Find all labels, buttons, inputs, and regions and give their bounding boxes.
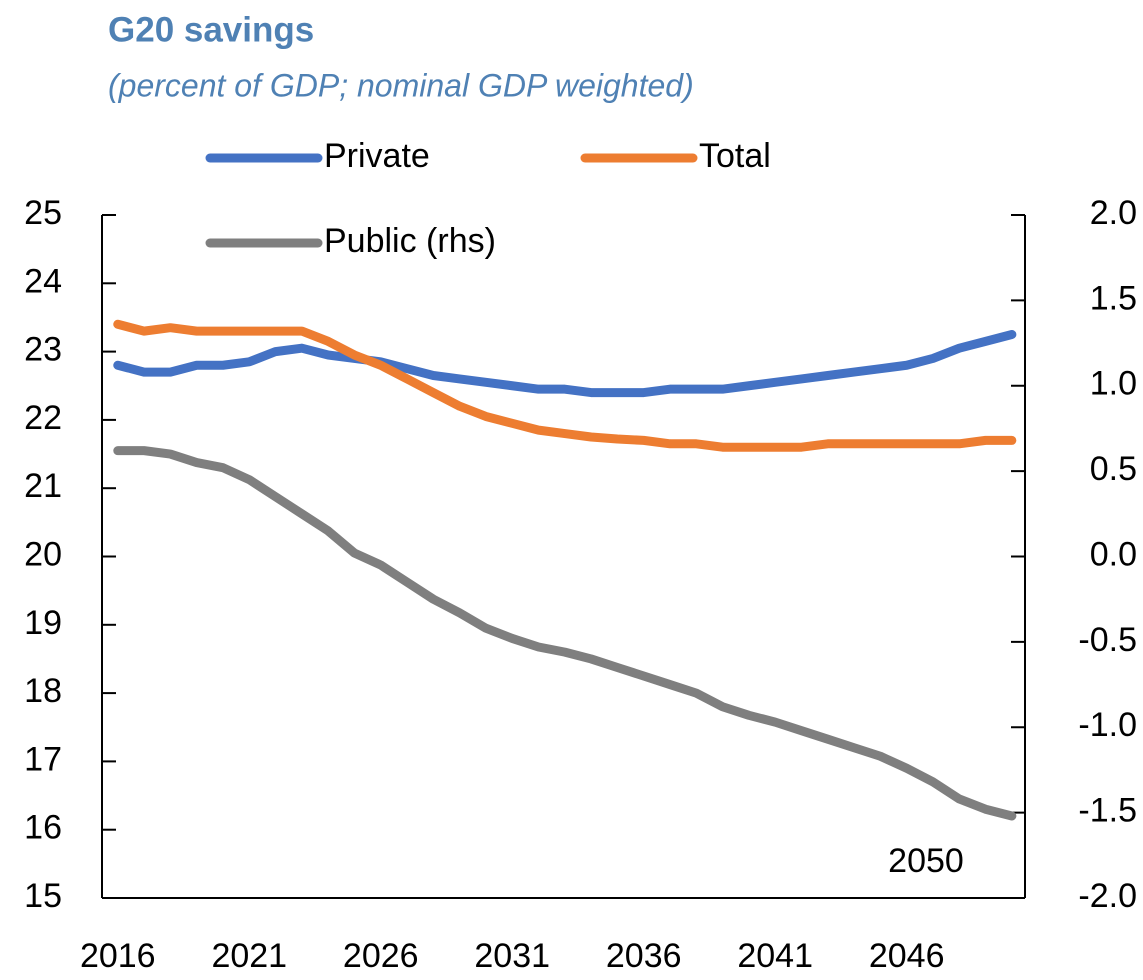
data-line [113,330,1017,398]
legend-label: Public (rhs) [324,222,496,260]
y2-tick-label: 2.0 [1090,194,1137,232]
data-line [113,446,1017,821]
x-tick-label: 2016 [80,937,156,975]
x-tick-label: 2031 [474,937,550,975]
x-tick-label: 2026 [343,937,419,975]
y-tick-label: 21 [24,467,62,505]
legend-label: Private [324,137,430,175]
y2-tick-label: -2.0 [1078,877,1137,915]
y2-tick-label: 0.5 [1090,450,1137,488]
y-tick-label: 18 [24,672,62,710]
x-tick-label: 2046 [869,937,945,975]
y-tick-label: 15 [24,877,62,915]
y2-tick-label: 1.0 [1090,365,1137,403]
y-tick-label: 24 [24,262,62,300]
y-tick-label: 16 [24,809,62,847]
y2-tick-label: 0.0 [1090,535,1137,573]
x-tick-label: 2036 [606,937,682,975]
x-tick-label: 2021 [211,937,287,975]
y-tick-label: 25 [24,194,62,232]
y2-tick-label: -1.5 [1078,792,1137,830]
chart-title: G20 savings [108,10,314,49]
y2-tick-label: -1.0 [1078,706,1137,744]
y-tick-label: 19 [24,604,62,642]
chart-subtitle: (percent of GDP; nominal GDP weighted) [108,67,694,103]
y2-tick-label: 1.5 [1090,279,1137,317]
data-line [113,319,1017,452]
legend-label: Total [699,137,771,175]
y-tick-label: 23 [24,331,62,369]
y-tick-label: 22 [24,399,62,437]
y-tick-label: 17 [24,740,62,778]
y2-tick-label: -0.5 [1078,621,1137,659]
x-tick-label: 2041 [737,937,813,975]
annotation: 2050 [888,842,964,880]
y-tick-label: 20 [24,535,62,573]
